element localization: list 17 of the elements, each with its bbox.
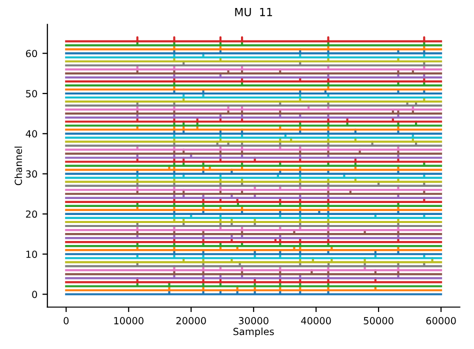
x-tick-label: 60000: [426, 317, 456, 324]
x-tick-label: 50000: [364, 317, 394, 324]
x-tick-label: 20000: [176, 317, 206, 324]
y-tick-label: 50: [26, 90, 38, 98]
y-tick-label: 10: [26, 250, 38, 258]
y-tick-label: 20: [26, 210, 38, 218]
y-tick-label: 0: [32, 290, 38, 298]
x-tick-label: 30000: [238, 317, 268, 324]
y-tick-label: 30: [26, 170, 38, 178]
chart-title: MU 11: [235, 8, 272, 16]
y-tick-label: 40: [26, 130, 38, 138]
x-tick-label: 40000: [301, 317, 331, 324]
y-tick-label: 60: [26, 50, 38, 58]
y-axis-title: Channel: [14, 146, 22, 186]
x-tick-label: 10000: [114, 317, 144, 324]
x-axis-title: Samples: [233, 328, 274, 338]
x-tick-label: 0: [64, 317, 69, 324]
